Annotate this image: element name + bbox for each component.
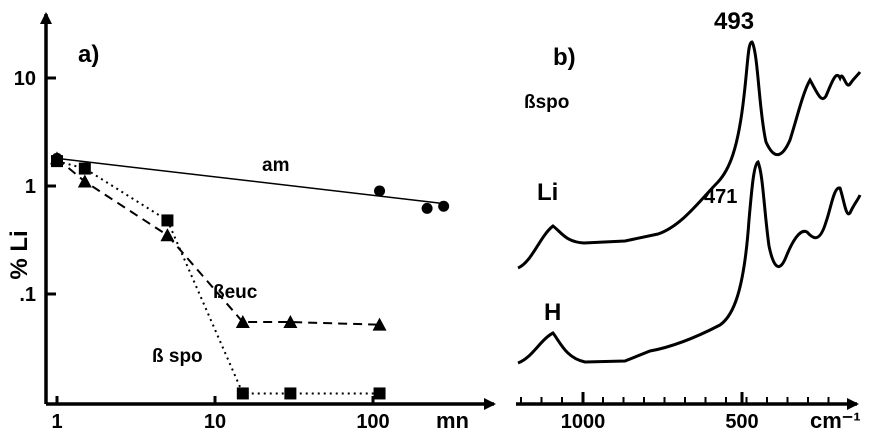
x-tick-label: 1	[51, 411, 62, 433]
panel-b-label: b)	[553, 44, 576, 71]
beuc-point	[372, 317, 387, 331]
am-point	[438, 200, 450, 212]
peak-label-471: 471	[704, 186, 737, 208]
x-axis-label: mn	[436, 408, 469, 433]
bspo-point	[51, 155, 63, 168]
bspo-point	[236, 387, 249, 400]
x-tick-label: 100	[356, 411, 389, 433]
bspo-point	[78, 162, 91, 175]
panel-b-tick-label: 500	[725, 411, 758, 433]
bspo-point	[284, 387, 297, 400]
am-point	[374, 185, 386, 197]
panel-b-tick-label: 1000	[561, 411, 606, 433]
panel-b: 1000 500 b) ßspo 493 471 Li H cm⁻¹	[516, 8, 862, 433]
spectrum-sample-label: ßspo	[524, 92, 569, 113]
panel-b-ticks: 1000 500	[520, 392, 830, 433]
spectrum-label-li: Li	[537, 179, 558, 206]
panel-a-markers	[50, 151, 450, 400]
beuc-point	[77, 174, 92, 188]
beuc-point	[160, 228, 175, 242]
spectrum-label-h: H	[544, 299, 561, 326]
series-label-am: am	[262, 155, 289, 176]
y-tick-label: 1	[25, 176, 36, 198]
bspo-point	[373, 387, 386, 400]
series-line-beuc	[56, 157, 380, 326]
panel-a: a) % Li mn 1 10 100 10 1 .1 am ßeuc ß spo	[6, 12, 496, 433]
y-tick-label: 10	[14, 68, 36, 90]
series-label-bspo: ß spo	[152, 346, 203, 367]
peak-label-493: 493	[714, 8, 754, 35]
panel-a-lines	[56, 157, 449, 395]
series-line-am	[56, 157, 449, 205]
panel-b-x-axis-label: cm⁻¹	[810, 408, 861, 433]
bspo-point	[161, 214, 174, 227]
panel-a-label: a)	[78, 41, 99, 68]
beuc-point	[235, 315, 250, 329]
y-tick-label: .1	[19, 284, 36, 306]
am-point	[421, 202, 433, 214]
beuc-point	[283, 315, 298, 329]
spectrum-h-curve	[517, 159, 862, 365]
y-axis-label: % Li	[6, 230, 33, 279]
series-label-beuc: ßeuc	[213, 282, 258, 303]
spectrum-li-curve	[517, 40, 862, 270]
panel-a-ticks: 1 10 100 10 1 .1	[14, 68, 390, 433]
x-tick-label: 10	[204, 411, 226, 433]
